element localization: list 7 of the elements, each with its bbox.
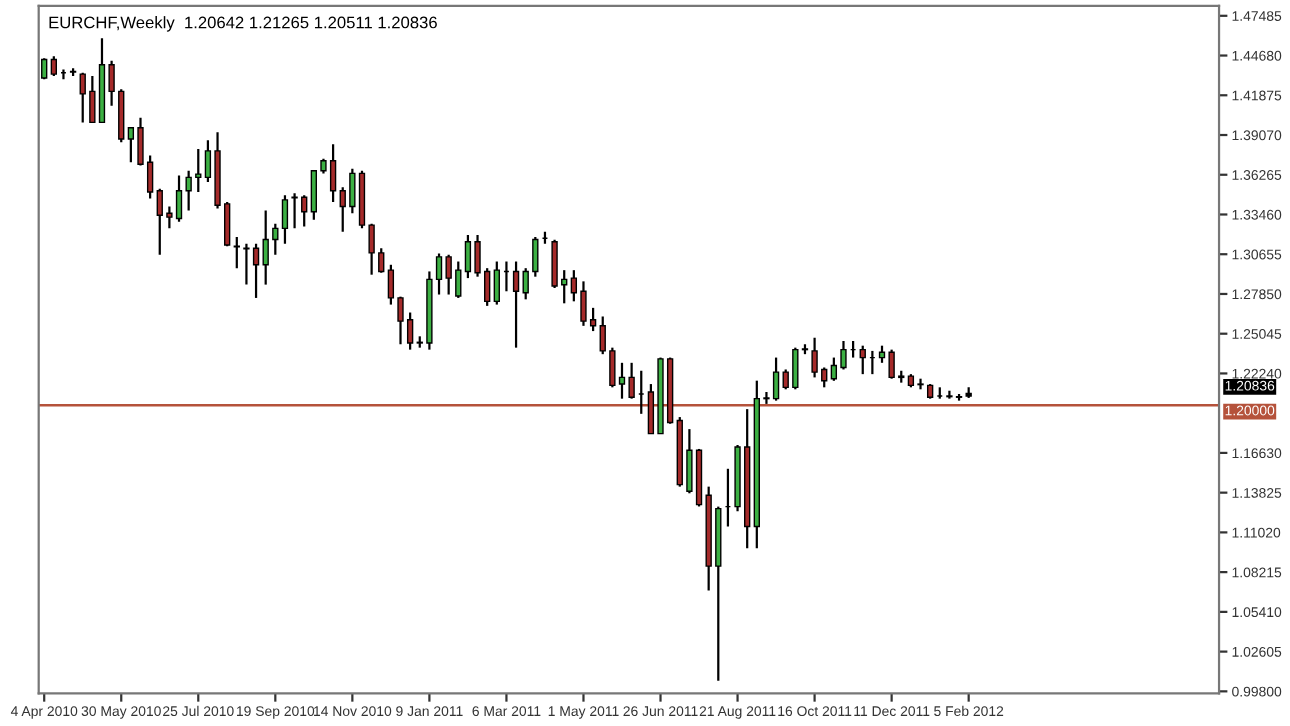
text: EURCHF,Weekly 1.20642 1.21265 1.20511 1.20836 (49, 16, 437, 32)
candlestick (50, 55, 58, 78)
candlestick (493, 260, 500, 306)
candlestick (281, 194, 289, 245)
candlestick (233, 235, 240, 270)
candlestick (859, 344, 866, 376)
candlestick (512, 260, 520, 349)
